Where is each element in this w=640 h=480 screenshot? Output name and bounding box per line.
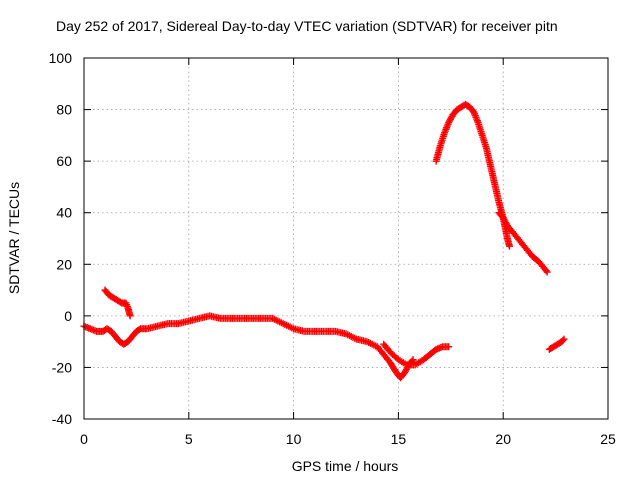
y-tick-label: -40	[52, 411, 72, 427]
chart-title: Day 252 of 2017, Sidereal Day-to-day VTE…	[56, 18, 558, 34]
series-arc-5	[495, 209, 551, 276]
x-tick-label: 10	[286, 431, 302, 447]
y-axis-title: SDTVAR / TECUs	[6, 182, 22, 294]
x-tick-label: 0	[80, 431, 88, 447]
x-axis-title: GPS time / hours	[292, 458, 399, 474]
y-tick-label: 40	[56, 205, 72, 221]
plot-frame	[83, 57, 609, 420]
series-arc-3	[380, 340, 453, 369]
y-tick-label: -20	[52, 359, 72, 375]
y-tick-label: 0	[64, 308, 72, 324]
series-arc-2	[101, 286, 134, 320]
grid-lines	[84, 58, 608, 419]
data-point	[126, 312, 134, 320]
data-point-dense	[559, 336, 567, 344]
x-tick-label: 20	[495, 431, 511, 447]
x-tick-label: 25	[600, 431, 616, 447]
series-arc-4	[432, 100, 513, 250]
data-point	[505, 242, 513, 250]
y-tick-label: 80	[56, 102, 72, 118]
x-tick-label: 15	[391, 431, 407, 447]
axis-ticks	[83, 57, 609, 420]
y-tick-labels: -40 -20 0 20 40 60 80 100	[49, 50, 73, 427]
data-point-dense	[542, 267, 550, 275]
y-tick-label: 60	[56, 153, 72, 169]
data-point	[560, 335, 568, 343]
data-marks	[80, 100, 568, 382]
x-tick-labels: 0 5 10 15 20 25	[80, 431, 616, 447]
x-tick-label: 5	[185, 431, 193, 447]
data-point	[543, 268, 551, 276]
data-point	[445, 343, 453, 351]
y-tick-label: 100	[49, 50, 73, 66]
series-arc-1	[80, 312, 417, 382]
y-tick-label: 20	[56, 256, 72, 272]
series-arc-6	[545, 335, 568, 353]
